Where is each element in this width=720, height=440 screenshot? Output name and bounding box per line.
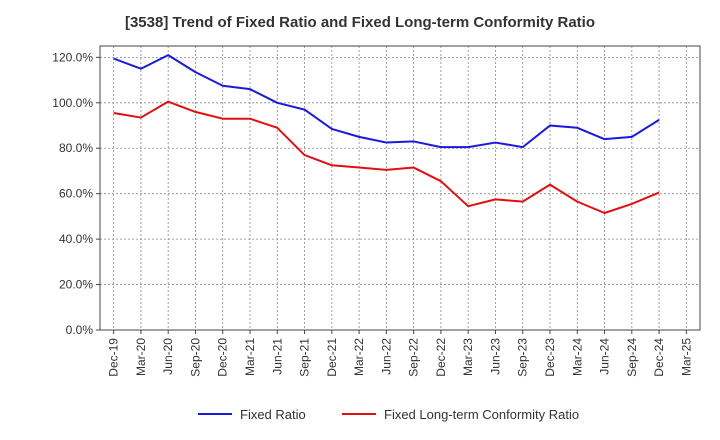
x-tick-label: Dec-19 bbox=[107, 338, 121, 377]
x-tick-label: Jun-20 bbox=[161, 338, 175, 375]
chart-title: [3538] Trend of Fixed Ratio and Fixed Lo… bbox=[124, 14, 596, 31]
series-line-2 bbox=[113, 100, 660, 214]
grid-lines bbox=[100, 46, 700, 331]
x-tick-label: Mar-23 bbox=[461, 338, 475, 376]
y-tick-label: 100.0% bbox=[52, 96, 93, 110]
y-tick-label: 80.0% bbox=[59, 141, 93, 155]
x-tick-label: Sep-21 bbox=[298, 338, 312, 377]
series-line-1 bbox=[113, 54, 660, 149]
x-tick-label: Jun-22 bbox=[379, 338, 393, 375]
legend-label-2: Fixed Long-term Conformity Ratio bbox=[384, 407, 579, 422]
x-tick-label: Sep-24 bbox=[625, 338, 639, 377]
x-tick-label: Mar-24 bbox=[570, 338, 584, 376]
x-tick-label: Dec-23 bbox=[543, 338, 557, 377]
x-tick-label: Jun-23 bbox=[488, 338, 502, 375]
plot-frame bbox=[99, 45, 701, 331]
x-tick-label: Dec-20 bbox=[216, 338, 230, 377]
x-tick-label: Mar-21 bbox=[243, 338, 257, 376]
y-tick-label: 0.0% bbox=[66, 323, 94, 337]
x-tick-label: Sep-22 bbox=[407, 338, 421, 377]
legend-label-1: Fixed Ratio bbox=[240, 407, 306, 422]
x-tick-label: Mar-25 bbox=[679, 338, 693, 376]
series-lines bbox=[113, 54, 660, 214]
y-axis: 0.0% 20.0% 40.0% 60.0% 80.0% 100.0% 120.0% bbox=[52, 50, 100, 337]
legend: Fixed Ratio Fixed Long-term Conformity Ra… bbox=[198, 407, 579, 422]
y-tick-label: 120.0% bbox=[52, 50, 93, 64]
x-tick-label: Sep-23 bbox=[516, 338, 530, 377]
x-axis: Dec-19 Mar-20 Jun-20 Sep-20 Dec-20 Mar-21 Jun-… bbox=[107, 330, 693, 377]
x-tick-label: Sep-20 bbox=[188, 338, 202, 377]
x-tick-label: Jun-24 bbox=[598, 338, 612, 375]
y-tick-label: 40.0% bbox=[59, 232, 93, 246]
y-tick-label: 20.0% bbox=[59, 278, 93, 292]
x-tick-label: Dec-21 bbox=[325, 338, 339, 377]
x-tick-label: Dec-24 bbox=[652, 338, 666, 377]
y-tick-label: 60.0% bbox=[59, 187, 93, 201]
x-tick-label: Mar-22 bbox=[352, 338, 366, 376]
x-tick-label: Dec-22 bbox=[434, 338, 448, 377]
x-tick-label: Mar-20 bbox=[134, 338, 148, 376]
x-tick-label: Jun-21 bbox=[270, 338, 284, 375]
